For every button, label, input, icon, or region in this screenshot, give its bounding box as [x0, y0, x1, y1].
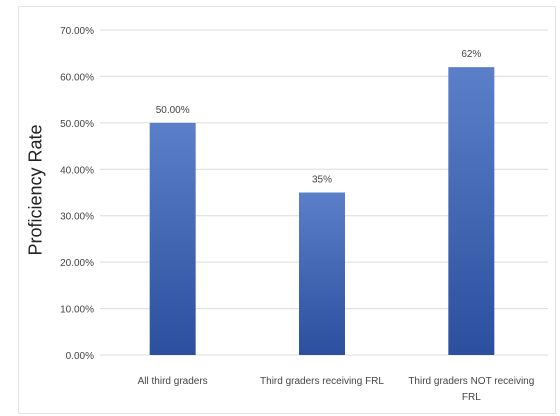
y-tick-label: 40.00% — [60, 165, 94, 176]
y-tick-label: 30.00% — [60, 212, 94, 223]
data-label: 62% — [461, 49, 481, 60]
data-labels: 50.00% 35% 62% — [156, 49, 482, 185]
x-tick-label: All third graders — [138, 376, 208, 387]
y-tick-label: 20.00% — [60, 258, 94, 269]
data-label: 35% — [312, 175, 332, 186]
x-tick-label: FRL — [462, 392, 481, 403]
bars — [149, 67, 495, 356]
y-tick-label: 50.00% — [60, 119, 94, 130]
y-tick-label: 70.00% — [60, 26, 94, 37]
y-tick-label: 60.00% — [60, 72, 94, 83]
bar — [299, 192, 345, 355]
y-tick-label: 10.00% — [60, 305, 94, 316]
y-tick-label: 0.00% — [66, 351, 94, 362]
y-tick-labels: 0.00% 10.00% 20.00% 30.00% 40.00% 50.00% 60.00… — [60, 26, 94, 362]
bar — [149, 122, 196, 355]
data-label: 50.00% — [156, 105, 190, 116]
x-tick-labels: All third graders Third graders receiving… — [138, 376, 535, 403]
bar — [448, 67, 495, 356]
x-tick-label: Third graders receiving FRL — [260, 376, 384, 387]
x-tick-label: Third graders NOT receiving — [408, 376, 534, 387]
